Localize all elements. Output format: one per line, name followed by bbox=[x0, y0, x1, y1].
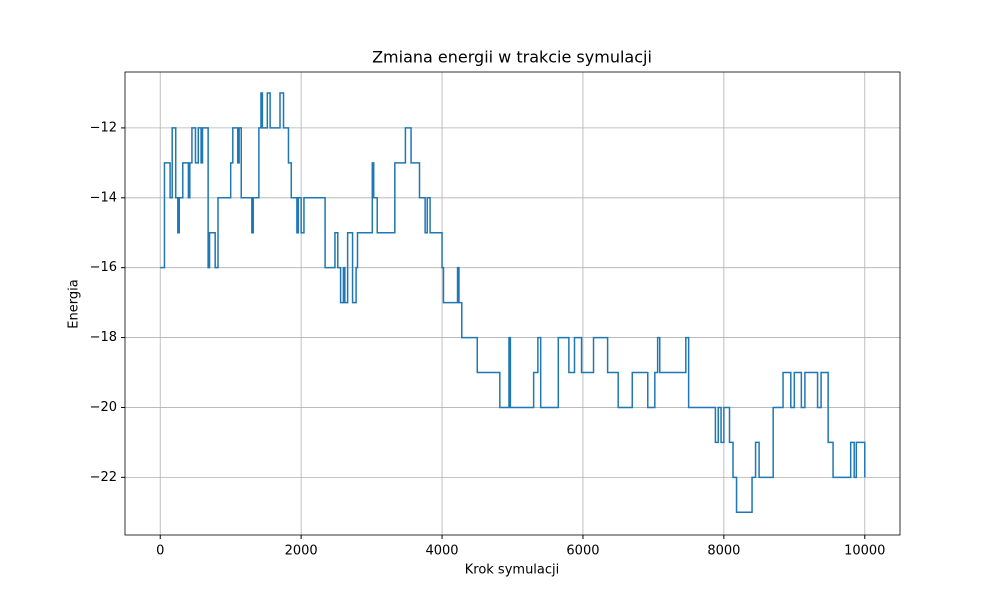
y-axis-label: Energia bbox=[67, 279, 82, 328]
x-tick-label: 6000 bbox=[566, 544, 599, 559]
x-tick-label: 2000 bbox=[285, 544, 318, 559]
chart-title: Zmiana energii w trakcie symulacji bbox=[372, 48, 652, 67]
y-tick-label: −16 bbox=[90, 260, 117, 275]
x-tick-label: 10000 bbox=[844, 544, 885, 559]
data-line bbox=[160, 92, 866, 514]
y-tick-label: −14 bbox=[90, 190, 117, 205]
y-tick-label: −20 bbox=[90, 400, 117, 415]
y-tick-label: −22 bbox=[90, 470, 117, 485]
x-axis-label: Krok symulacji bbox=[465, 563, 560, 578]
x-tick-label: 8000 bbox=[707, 544, 740, 559]
x-tick-label: 4000 bbox=[425, 544, 458, 559]
x-tick-label: 0 bbox=[156, 544, 164, 559]
y-tick-label: −18 bbox=[90, 330, 117, 345]
y-tick-label: −12 bbox=[90, 120, 117, 135]
plot-frame bbox=[124, 71, 901, 536]
